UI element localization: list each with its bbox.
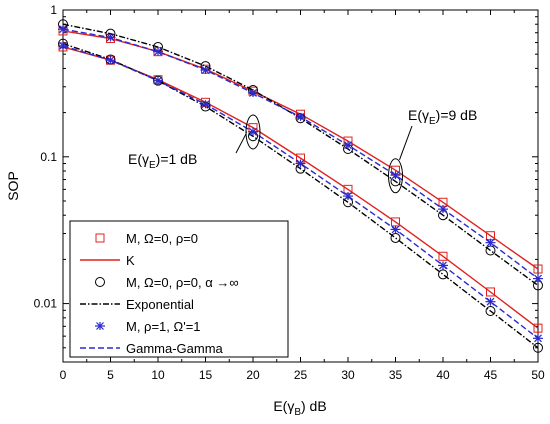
legend-swatch: [95, 233, 105, 243]
x-tick-label: 5: [107, 368, 114, 382]
legend-item: M, Ω=0, ρ=0: [95, 231, 198, 246]
y-tick-label: 0.1: [40, 150, 57, 164]
x-tick-label: 30: [341, 368, 355, 382]
series-marker-6: [438, 251, 448, 261]
legend-swatch: [95, 277, 105, 287]
annotation-leader-9db: [399, 125, 413, 160]
legend-label: M, ρ=1, Ω'=1: [126, 319, 201, 334]
series-line-5: [62, 28, 539, 280]
legend-label: K: [126, 253, 135, 268]
series-marker-10: [533, 334, 543, 343]
series-marker-8: [438, 269, 448, 280]
legend-label: Exponential: [126, 297, 194, 312]
annotation-label-1db: E(γE)=1 dB: [128, 151, 197, 171]
x-tick-label: 20: [246, 368, 260, 382]
annotation-leader-1db: [235, 133, 247, 154]
y-tick-label: 1: [50, 3, 57, 17]
axis-ticks: 0 5 10 15 20 25 30 35 40 45 50 1 0.1 0.01: [34, 3, 545, 382]
legend-box: [69, 220, 289, 358]
x-tick-label: 15: [199, 368, 213, 382]
y-axis-label: SOP: [5, 171, 21, 201]
legend: M, Ω=0, ρ=0 K M, Ω=0, ρ=0, α →∞ Exponential…: [69, 220, 289, 358]
legend-label: M, Ω=0, ρ=0: [126, 231, 198, 246]
legend-label: Gamma-Gamma: [126, 341, 224, 356]
legend-item: M, ρ=1, Ω'=1: [95, 319, 201, 334]
x-tick-label: 25: [294, 368, 308, 382]
series-marker-0: [533, 264, 543, 274]
series-marker-4: [153, 47, 163, 56]
x-tick-label: 50: [531, 368, 545, 382]
series-marker-8: [390, 232, 401, 243]
group-ellipse-1db: [245, 114, 261, 150]
x-tick-label: 0: [60, 368, 67, 382]
x-tick-label: 35: [389, 368, 403, 382]
legend-item: K: [80, 253, 135, 268]
x-tick-label: 10: [151, 368, 165, 382]
annotations: E(γE)=9 dB E(γE)=1 dB: [128, 107, 477, 194]
x-tick-label: 40: [436, 368, 450, 382]
group-ellipse-9db: [388, 158, 403, 194]
x-tick-label: 45: [484, 368, 498, 382]
y-tick-label: 0.01: [34, 297, 58, 311]
series-marker-6: [533, 323, 543, 333]
legend-item: Exponential: [80, 297, 194, 312]
series-marker-8: [533, 342, 543, 353]
legend-item: M, Ω=0, ρ=0, α →∞: [95, 275, 239, 290]
series-marker-8: [485, 306, 496, 317]
legend-swatch: [95, 322, 105, 330]
series-group: [58, 19, 543, 353]
legend-item: Gamma-Gamma: [80, 341, 224, 356]
x-axis-label: E(γB) dB: [273, 398, 326, 418]
series-line-11: [62, 45, 539, 339]
series-marker-6: [486, 287, 495, 297]
legend-label: M, Ω=0, ρ=0, α →∞: [126, 275, 239, 290]
annotation-label-9db: E(γE)=9 dB: [408, 107, 477, 127]
